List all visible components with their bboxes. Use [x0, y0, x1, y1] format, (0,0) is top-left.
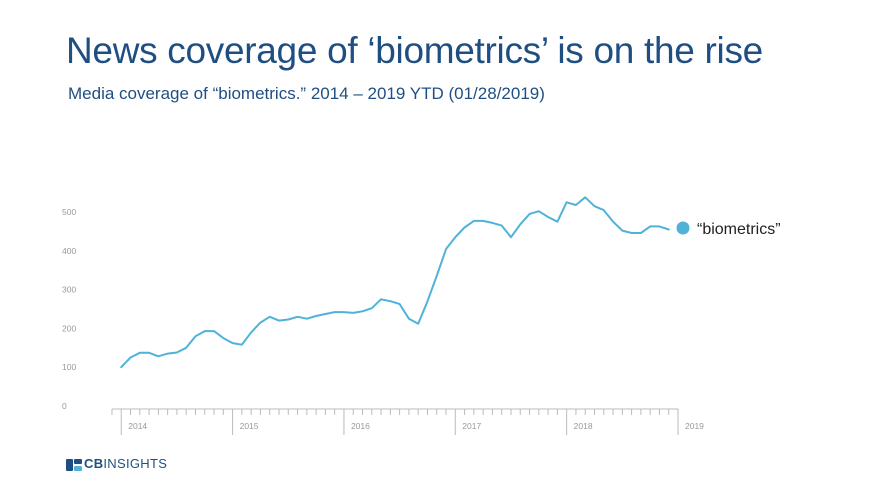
- data-point: [416, 322, 420, 326]
- chart-subtitle: Media coverage of “biometrics.” 2014 – 2…: [68, 84, 545, 103]
- chart-title: News coverage of ‘biometrics’ is on the …: [66, 30, 763, 71]
- data-point: [333, 310, 337, 314]
- data-point: [509, 235, 513, 239]
- data-point: [490, 221, 494, 225]
- data-point: [147, 351, 151, 355]
- data-point: [481, 219, 485, 223]
- data-point: [472, 219, 476, 223]
- data-point: [296, 315, 300, 319]
- x-tick-label: 2014: [128, 421, 147, 431]
- data-point: [379, 297, 383, 301]
- series-line: [120, 196, 670, 369]
- data-point: [212, 329, 216, 333]
- x-tick-label: 2015: [240, 421, 259, 431]
- data-point: [249, 330, 253, 334]
- data-point: [565, 200, 569, 204]
- y-tick-label: 400: [62, 246, 76, 256]
- x-tick-label: 2016: [351, 421, 370, 431]
- cbinsights-logo-icon: [66, 458, 82, 471]
- data-point: [546, 215, 550, 219]
- x-tick-label: 2018: [574, 421, 593, 431]
- data-point: [463, 226, 467, 230]
- y-tick-label: 500: [62, 207, 76, 217]
- data-point: [277, 319, 281, 323]
- data-point: [166, 352, 170, 356]
- data-point: [286, 317, 290, 321]
- y-tick-label: 0: [62, 401, 67, 411]
- data-point: [435, 274, 439, 278]
- data-point: [175, 350, 179, 354]
- y-tick-label: 100: [62, 362, 76, 372]
- data-point: [138, 351, 142, 355]
- data-point: [342, 310, 346, 314]
- data-point: [398, 302, 402, 306]
- data-point: [555, 220, 559, 224]
- y-tick-label: 200: [62, 323, 76, 333]
- data-point: [407, 317, 411, 321]
- data-point: [128, 356, 132, 360]
- legend-label: “biometrics”: [697, 221, 781, 238]
- data-point: [630, 231, 634, 235]
- data-point: [156, 354, 160, 358]
- data-point: [351, 311, 355, 315]
- data-point: [314, 314, 318, 318]
- chart-axes: 0 100 200 300 400 500 2014 2015 2016 2017 2018 2019: [62, 207, 704, 435]
- plot-area: [119, 195, 671, 369]
- data-point: [648, 224, 652, 228]
- data-point: [639, 231, 643, 235]
- data-point: [203, 329, 207, 333]
- data-point: [221, 336, 225, 340]
- data-point: [388, 299, 392, 303]
- data-point: [231, 341, 235, 345]
- x-tick-label: 2017: [462, 421, 481, 431]
- data-point: [370, 306, 374, 310]
- data-point: [518, 222, 522, 226]
- data-point: [119, 365, 123, 369]
- data-point: [592, 204, 596, 208]
- cbinsights-logo-text: CBINSIGHTS: [84, 456, 168, 471]
- data-point: [305, 317, 309, 321]
- data-point: [657, 224, 661, 228]
- data-point: [268, 315, 272, 319]
- data-point: [425, 299, 429, 303]
- data-point: [500, 224, 504, 228]
- data-point: [361, 309, 365, 313]
- data-point: [184, 346, 188, 350]
- data-point: [602, 208, 606, 212]
- data-point: [611, 220, 615, 224]
- chart-legend: “biometrics”: [676, 221, 781, 238]
- data-point: [258, 321, 262, 325]
- data-point: [240, 343, 244, 347]
- data-point: [620, 229, 624, 233]
- data-point: [574, 203, 578, 207]
- data-point: [537, 209, 541, 213]
- data-point: [528, 212, 532, 216]
- data-point: [583, 195, 587, 199]
- y-tick-label: 300: [62, 285, 76, 295]
- data-point: [323, 312, 327, 316]
- cbinsights-logo: CBINSIGHTS: [66, 456, 167, 471]
- data-point: [667, 227, 671, 231]
- data-point: [453, 235, 457, 239]
- data-point: [194, 334, 198, 338]
- data-point: [444, 247, 448, 251]
- legend-marker: [676, 221, 690, 235]
- x-tick-label: 2019: [685, 421, 704, 431]
